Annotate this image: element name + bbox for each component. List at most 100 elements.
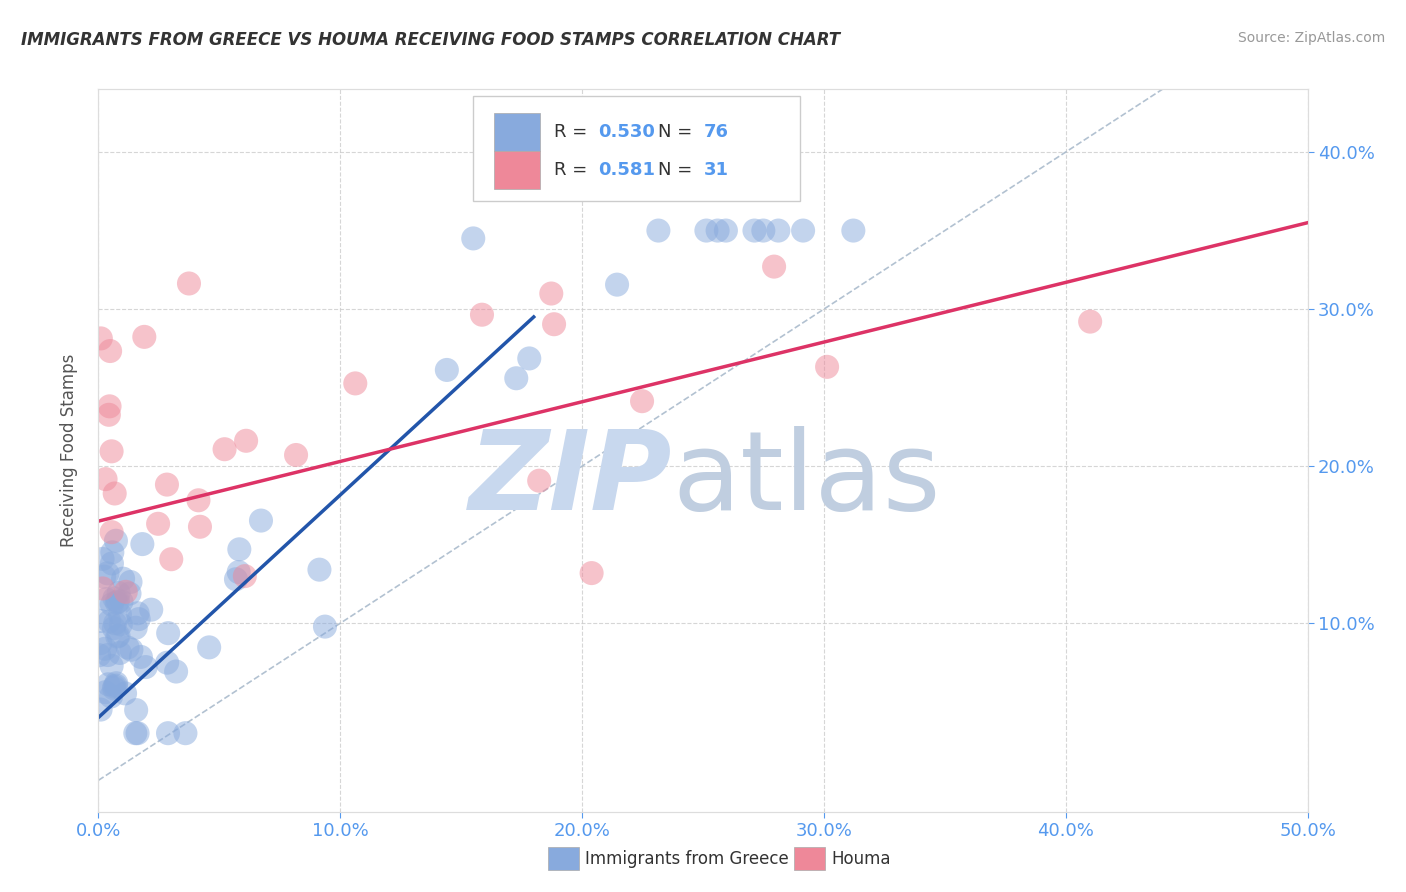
Text: 0.581: 0.581 xyxy=(598,161,655,179)
Point xyxy=(101,545,124,559)
Point xyxy=(90,702,112,716)
Text: N =: N = xyxy=(658,161,699,179)
Point xyxy=(174,726,197,740)
Point xyxy=(94,641,117,656)
Point xyxy=(104,679,127,693)
Text: Houma: Houma xyxy=(831,850,890,868)
Point xyxy=(187,493,209,508)
Point xyxy=(89,648,111,663)
Point xyxy=(100,658,122,673)
Text: 76: 76 xyxy=(704,123,730,141)
Point xyxy=(110,594,132,608)
Point xyxy=(214,442,236,457)
Point xyxy=(112,572,135,586)
Point xyxy=(114,584,136,599)
Point xyxy=(124,726,146,740)
Point xyxy=(94,592,117,607)
Point xyxy=(744,223,766,237)
Point xyxy=(156,477,179,491)
Point xyxy=(110,617,132,632)
Point xyxy=(134,330,156,344)
Point xyxy=(129,649,152,664)
Point xyxy=(125,703,148,717)
Bar xyxy=(494,113,540,151)
Point xyxy=(104,616,127,631)
Point xyxy=(120,642,142,657)
FancyBboxPatch shape xyxy=(474,96,800,202)
Point xyxy=(647,223,669,237)
Point xyxy=(93,570,115,584)
Point xyxy=(540,286,562,301)
Point xyxy=(104,533,127,548)
Point xyxy=(108,646,131,660)
Point xyxy=(100,525,122,540)
Point xyxy=(98,344,121,359)
Point xyxy=(436,363,458,377)
Point xyxy=(505,371,527,385)
Point xyxy=(517,351,540,366)
Point xyxy=(135,660,157,674)
Point xyxy=(96,566,118,581)
Point xyxy=(314,619,336,633)
Point xyxy=(128,612,150,626)
Point xyxy=(177,277,200,291)
Point xyxy=(103,681,125,696)
Text: ZIP: ZIP xyxy=(470,425,672,533)
Point xyxy=(463,231,485,245)
Bar xyxy=(494,152,540,189)
Point xyxy=(97,648,120,662)
Point xyxy=(125,621,148,635)
Point xyxy=(91,582,114,596)
Point xyxy=(165,665,187,679)
Point xyxy=(768,223,790,237)
Point xyxy=(94,685,117,699)
Point xyxy=(815,359,838,374)
Point xyxy=(101,557,124,571)
Point xyxy=(117,640,139,655)
Point xyxy=(103,680,125,694)
Point xyxy=(97,677,120,691)
Point xyxy=(108,607,131,622)
Point xyxy=(631,394,654,409)
Point xyxy=(91,552,114,566)
Point xyxy=(104,486,127,500)
Point xyxy=(105,630,128,644)
Point xyxy=(127,726,149,740)
Point xyxy=(156,656,179,670)
Point xyxy=(90,331,112,345)
Point xyxy=(235,434,257,448)
Point xyxy=(107,629,129,643)
Point xyxy=(763,260,786,274)
Point xyxy=(160,552,183,566)
Point xyxy=(94,472,117,486)
Point xyxy=(752,223,775,237)
Point xyxy=(107,594,129,608)
Point xyxy=(127,606,149,620)
Point xyxy=(308,563,330,577)
Point xyxy=(141,602,163,616)
Point xyxy=(97,408,120,422)
Point xyxy=(157,626,180,640)
Point xyxy=(233,569,256,583)
Y-axis label: Receiving Food Stamps: Receiving Food Stamps xyxy=(59,354,77,547)
Point xyxy=(107,586,129,600)
Point xyxy=(120,574,142,589)
Text: atlas: atlas xyxy=(672,425,941,533)
Point xyxy=(606,277,628,292)
Point xyxy=(842,223,865,237)
Text: N =: N = xyxy=(658,123,699,141)
Point xyxy=(103,591,125,606)
Point xyxy=(471,308,494,322)
Point xyxy=(792,223,814,237)
Point xyxy=(90,614,112,628)
Point xyxy=(250,514,273,528)
Point xyxy=(105,595,128,609)
Point xyxy=(714,223,737,237)
Point xyxy=(285,448,308,462)
Point xyxy=(344,376,367,391)
Point xyxy=(543,317,565,331)
Point xyxy=(228,565,250,579)
Point xyxy=(98,400,121,414)
Point xyxy=(225,572,247,586)
Point xyxy=(228,542,250,557)
